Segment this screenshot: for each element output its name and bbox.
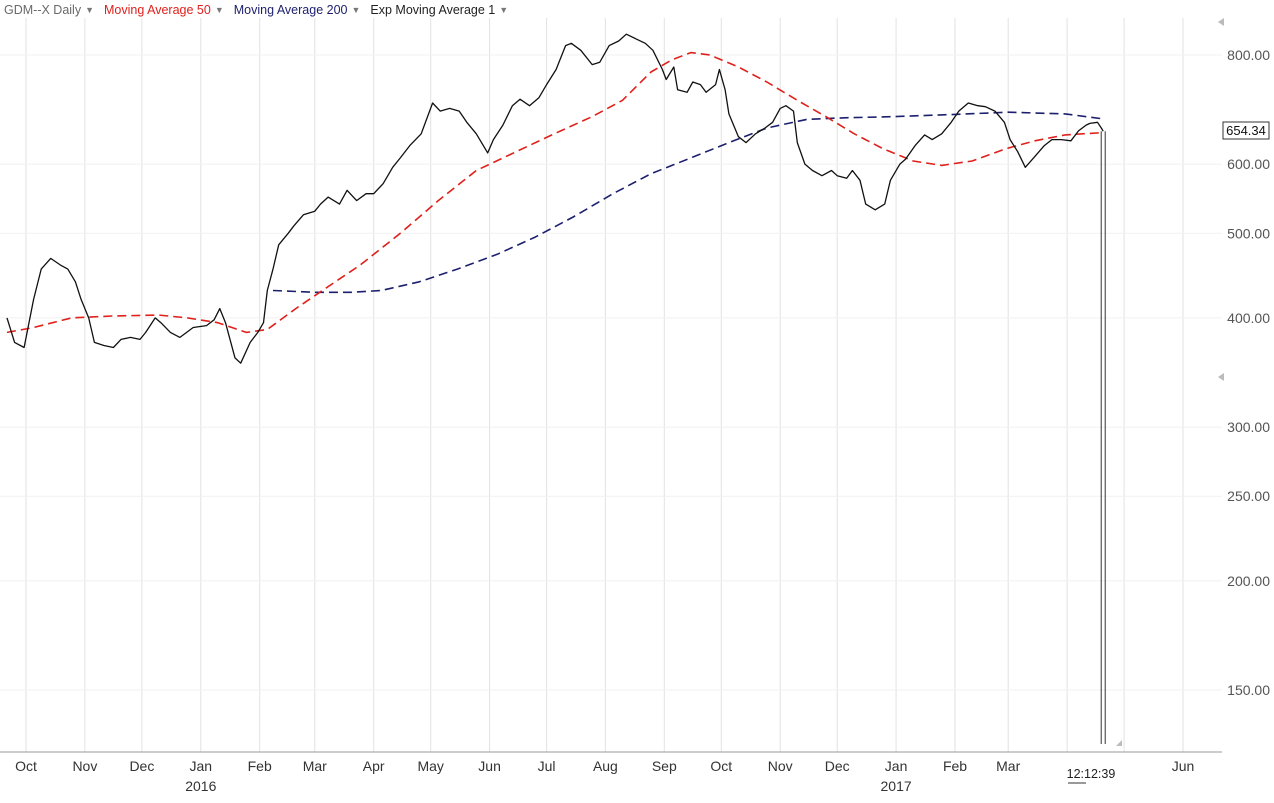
study-toolbar: GDM--X Daily ▼ Moving Average 50 ▼ Movin… bbox=[4, 2, 508, 18]
ema1-study-label: Exp Moving Average 1 bbox=[370, 3, 496, 17]
ema1-study-dropdown[interactable]: Exp Moving Average 1 ▼ bbox=[370, 2, 508, 18]
x-tick-label: Apr bbox=[363, 758, 385, 774]
x-tick-label: Mar bbox=[303, 758, 327, 774]
ma200-line bbox=[272, 111, 1104, 294]
x-tick-label: Nov bbox=[768, 758, 793, 774]
x-tick-label: Sep bbox=[652, 758, 677, 774]
x-tick-label: Jan bbox=[190, 758, 213, 774]
symbol-study-dropdown[interactable]: GDM--X Daily ▼ bbox=[4, 2, 94, 18]
year-label: 2016 bbox=[185, 778, 216, 794]
x-tick-label: Mar bbox=[996, 758, 1020, 774]
scroll-up-arrow-icon[interactable] bbox=[1218, 18, 1224, 26]
x-tick-label: Dec bbox=[825, 758, 850, 774]
scroll-down-arrow-icon[interactable] bbox=[1218, 373, 1224, 381]
x-tick-label: Oct bbox=[15, 758, 37, 774]
chevron-down-icon: ▼ bbox=[214, 5, 224, 15]
last-price-label: 654.34 bbox=[1226, 123, 1266, 138]
ma50-line bbox=[6, 51, 1104, 334]
x-tick-label: Dec bbox=[129, 758, 154, 774]
resize-corner-icon[interactable] bbox=[1116, 740, 1122, 746]
y-tick-label: 300.00 bbox=[1227, 419, 1270, 435]
y-tick-label: 600.00 bbox=[1227, 156, 1270, 172]
year-label: 2017 bbox=[881, 778, 912, 794]
x-tick-label: Feb bbox=[943, 758, 967, 774]
ma50-study-label: Moving Average 50 bbox=[104, 3, 211, 17]
grid-layer bbox=[0, 18, 1222, 752]
y-tick-label: 500.00 bbox=[1227, 225, 1270, 241]
y-tick-label: 400.00 bbox=[1227, 310, 1270, 326]
x-tick-label: Jan bbox=[885, 758, 908, 774]
y-tick-label: 150.00 bbox=[1227, 682, 1270, 698]
chevron-down-icon: ▼ bbox=[85, 5, 95, 15]
x-tick-label: Jul bbox=[538, 758, 556, 774]
x-tick-label: Nov bbox=[72, 758, 97, 774]
y-tick-label: 800.00 bbox=[1227, 47, 1270, 63]
ma50-study-dropdown[interactable]: Moving Average 50 ▼ bbox=[104, 2, 224, 18]
y-tick-label: 250.00 bbox=[1227, 488, 1270, 504]
ma200-study-dropdown[interactable]: Moving Average 200 ▼ bbox=[234, 2, 361, 18]
clock-text: 12:12:39 bbox=[1067, 767, 1116, 781]
last-price-box: 654.34 bbox=[1222, 121, 1270, 140]
chevron-down-icon: ▼ bbox=[351, 5, 361, 15]
price-line bbox=[6, 33, 1104, 364]
x-tick-label: Feb bbox=[248, 758, 272, 774]
x-tick-label: Jun bbox=[478, 758, 501, 774]
series-layer bbox=[6, 33, 1106, 744]
symbol-study-label: GDM--X Daily bbox=[4, 3, 82, 17]
x-tick-label: May bbox=[417, 758, 443, 774]
chevron-down-icon: ▼ bbox=[499, 5, 509, 15]
x-axis: Oct Nov Dec Jan Feb Mar Apr May Jun Jul Aug Sep Oct N… bbox=[15, 758, 1194, 794]
y-tick-label: 200.00 bbox=[1227, 573, 1270, 589]
clock: 12:12:39 bbox=[1067, 767, 1116, 784]
y-axis: 800.00 600.00 500.00 400.00 300.00 250.00 200.… bbox=[1227, 47, 1270, 698]
x-tick-label: Aug bbox=[593, 758, 618, 774]
x-tick-label: Oct bbox=[710, 758, 732, 774]
ma200-study-label: Moving Average 200 bbox=[233, 3, 348, 17]
x-tick-label: Jun bbox=[1172, 758, 1195, 774]
